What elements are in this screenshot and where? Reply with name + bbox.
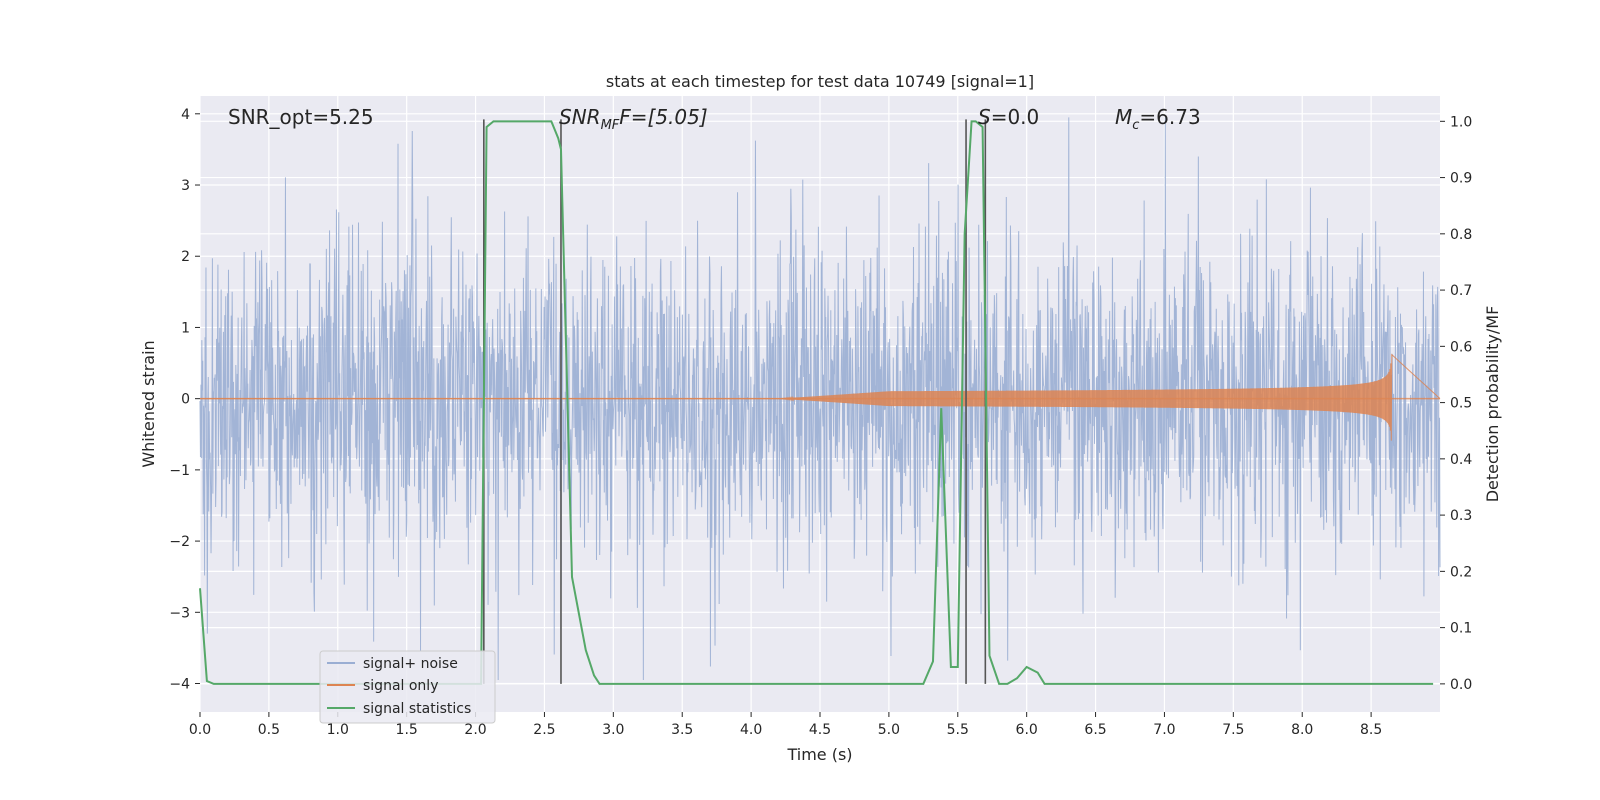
grid: [199, 96, 1440, 712]
annotation-snr-mf: SNRMFF=[5.05]: [559, 105, 708, 133]
annotation-mc-sub: c: [1132, 118, 1139, 133]
annotation-snr-opt: SNR_opt=5.25: [228, 105, 374, 129]
right-tick-label-1: 0.9: [1450, 171, 1472, 187]
left-tick-label-7: −3: [169, 605, 190, 621]
right-tick-label-5: 0.5: [1450, 396, 1472, 412]
right-tick-label-3: 0.7: [1450, 283, 1472, 299]
left-tick-label-4: 0: [181, 392, 190, 408]
x-tick-label-15: 7.5: [1222, 722, 1244, 738]
right-tick-label-7: 0.3: [1450, 508, 1472, 524]
x-tick-label-13: 6.5: [1084, 722, 1106, 738]
x-tick-label-8: 4.0: [740, 722, 762, 738]
x-axis-ticks: 0.0 0.5 1.0 1.5 2.0 2.5 3.0 3.5 4.0 4.5 5.0 5.5 6.0 6…: [189, 712, 1382, 738]
x-axis-label: Time (s): [786, 745, 852, 764]
x-tick-label-11: 5.5: [947, 722, 969, 738]
annotation-snr-mf-value: F=[5.05]: [619, 105, 707, 129]
left-tick-label-1: 3: [181, 178, 190, 194]
right-tick-label-0: 1.0: [1450, 114, 1472, 130]
left-axis-label: Whitened strain: [139, 340, 158, 467]
annotation-s-main: S: [978, 105, 991, 129]
noise-line: [199, 117, 1441, 680]
noise-series: [199, 117, 1441, 680]
left-tick-label-0: 4: [181, 107, 190, 123]
x-tick-label-1: 0.5: [258, 722, 280, 738]
x-tick-label-2: 1.0: [327, 722, 349, 738]
left-axis-ticks: 4 3 2 1 0 −1 −2 −3 −4: [169, 107, 200, 693]
right-tick-label-4: 0.6: [1450, 339, 1472, 355]
legend-label-statistics: signal statistics: [363, 701, 471, 717]
x-tick-label-4: 2.0: [464, 722, 486, 738]
annotation-s: S=0.0: [978, 105, 1039, 129]
annotation-mc: Mc=6.73: [1115, 105, 1201, 133]
left-tick-label-3: 1: [181, 320, 190, 336]
x-tick-label-17: 8.5: [1360, 722, 1382, 738]
right-tick-label-9: 0.1: [1450, 621, 1472, 637]
x-tick-label-10: 5.0: [878, 722, 900, 738]
x-tick-label-5: 2.5: [533, 722, 555, 738]
x-tick-label-7: 3.5: [671, 722, 693, 738]
annotation-mc-main: M: [1115, 105, 1132, 129]
chart-title: stats at each timestep for test data 107…: [606, 72, 1034, 91]
right-tick-label-10: 0.0: [1450, 677, 1472, 693]
x-tick-label-14: 7.0: [1153, 722, 1175, 738]
annotation-snr-mf-main: SNR: [559, 105, 601, 129]
legend-label-noise: signal+ noise: [363, 656, 458, 672]
left-tick-label-5: −1: [169, 463, 190, 479]
x-tick-label-6: 3.0: [602, 722, 624, 738]
annotation-mc-value: =6.73: [1139, 105, 1200, 129]
left-tick-label-6: −2: [169, 534, 190, 550]
legend: signal+ noise signal only signal statist…: [319, 650, 496, 724]
right-axis-label: Detection probability/MF: [1483, 306, 1502, 503]
x-tick-label-16: 8.0: [1291, 722, 1313, 738]
x-tick-label-12: 6.0: [1016, 722, 1038, 738]
right-tick-label-2: 0.8: [1450, 227, 1472, 243]
x-tick-label-3: 1.5: [396, 722, 418, 738]
signal-series: [200, 353, 1441, 441]
x-tick-label-0: 0.0: [189, 722, 211, 738]
left-tick-label-2: 2: [181, 249, 190, 265]
legend-box: [319, 650, 496, 724]
right-tick-label-8: 0.2: [1450, 564, 1472, 580]
annotation-s-value: =0.0: [991, 105, 1040, 129]
right-axis-ticks: 1.0 0.9 0.8 0.7 0.6 0.5 0.4 0.3 0.2 0.1 0.0: [1440, 114, 1472, 693]
annotation-snr-mf-sub: MF: [601, 118, 620, 133]
left-tick-label-8: −4: [169, 677, 190, 693]
legend-label-signal: signal only: [363, 678, 438, 694]
x-tick-label-9: 4.5: [809, 722, 831, 738]
right-tick-label-6: 0.4: [1450, 452, 1472, 468]
